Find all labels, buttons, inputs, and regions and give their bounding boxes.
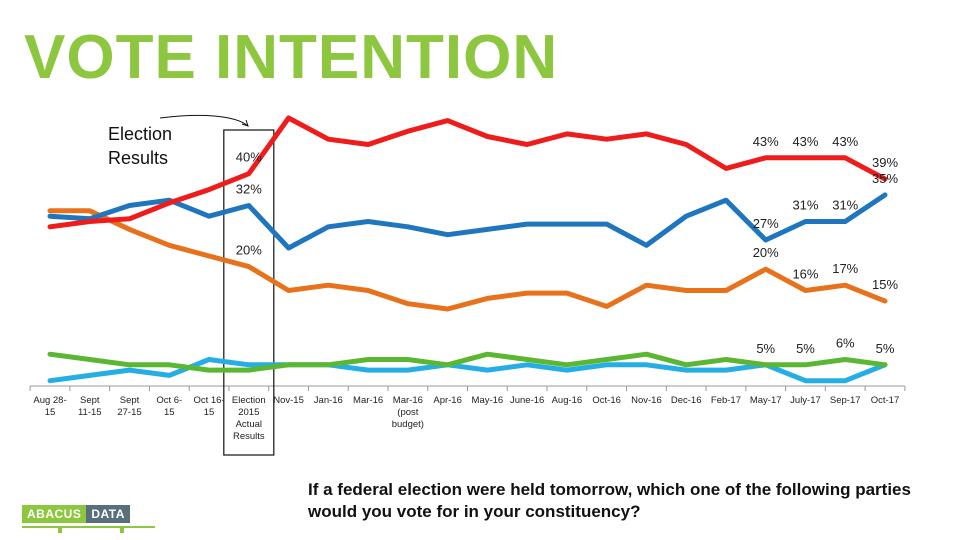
survey-question: If a federal election were held tomorrow… [308, 480, 911, 521]
data-label: 15% [872, 277, 898, 292]
x-tick-label: Oct-16 [592, 395, 621, 406]
data-label: 32% [236, 182, 262, 197]
data-label: 5% [756, 341, 775, 356]
data-label: 17% [832, 261, 858, 276]
data-label: 20% [236, 243, 262, 258]
data-label: 5% [876, 341, 895, 356]
series-line [47, 192, 888, 251]
logo-underline [22, 526, 155, 528]
x-tick-label: Aug-16 [552, 395, 583, 406]
annotation-arrow [159, 114, 249, 127]
logo-tick [58, 528, 62, 533]
series-line [47, 208, 888, 312]
logo-right-text: DATA [86, 505, 130, 523]
data-label: 43% [753, 134, 779, 149]
data-label: 40% [236, 150, 262, 165]
data-label: 35% [872, 171, 898, 186]
x-tick-label: July-17 [790, 395, 821, 406]
annotation-label: Election [108, 124, 172, 144]
x-tick-label: Jan-16 [314, 395, 343, 406]
series-line [47, 351, 888, 373]
abacus-data-logo: ABACUS DATA [22, 505, 130, 523]
x-tick-label: Aug 28-15 [33, 395, 66, 418]
logo-tick [120, 528, 124, 533]
x-tick-label: Oct 16-15 [193, 395, 224, 418]
x-tick-label: Oct 6-15 [156, 395, 182, 418]
data-label: 5% [796, 341, 815, 356]
x-tick-label: Feb-17 [711, 395, 741, 406]
data-label: 20% [753, 245, 779, 260]
logo-left-text: ABACUS [22, 505, 87, 523]
x-tick-label: June-16 [510, 395, 544, 406]
x-tick-label: May-17 [750, 395, 782, 406]
data-label: 6% [836, 335, 855, 350]
x-tick-label: Sep-17 [830, 395, 861, 406]
data-label: 39% [872, 155, 898, 170]
data-label: 43% [792, 134, 818, 149]
x-tick-label: Nov-16 [631, 395, 662, 406]
x-tick-label: May-16 [472, 395, 504, 406]
data-label: 27% [753, 216, 779, 231]
page-title: VOTE INTENTION [24, 23, 559, 92]
x-tick-label: Nov-15 [273, 395, 304, 406]
data-label: 31% [792, 197, 818, 212]
data-label: 43% [832, 134, 858, 149]
data-label: 31% [832, 197, 858, 212]
data-label: 16% [792, 266, 818, 281]
x-tick-label: Sept 27-15 [117, 395, 141, 418]
annotation-arrowhead [241, 119, 249, 127]
series-line [47, 115, 888, 230]
x-tick-label: Mar-16 (post budget) [392, 395, 424, 430]
annotation-label: Results [108, 148, 168, 168]
x-tick-label: Mar-16 [353, 395, 383, 406]
x-tick-label: Dec-16 [671, 395, 702, 406]
x-tick-label: Apr-16 [433, 395, 462, 406]
x-tick-label: Sept 11-15 [78, 395, 102, 418]
election-results-box [223, 129, 275, 456]
x-tick-label: Oct-17 [871, 395, 900, 406]
x-tick-label: Election 2015 Actual Results [232, 395, 266, 442]
